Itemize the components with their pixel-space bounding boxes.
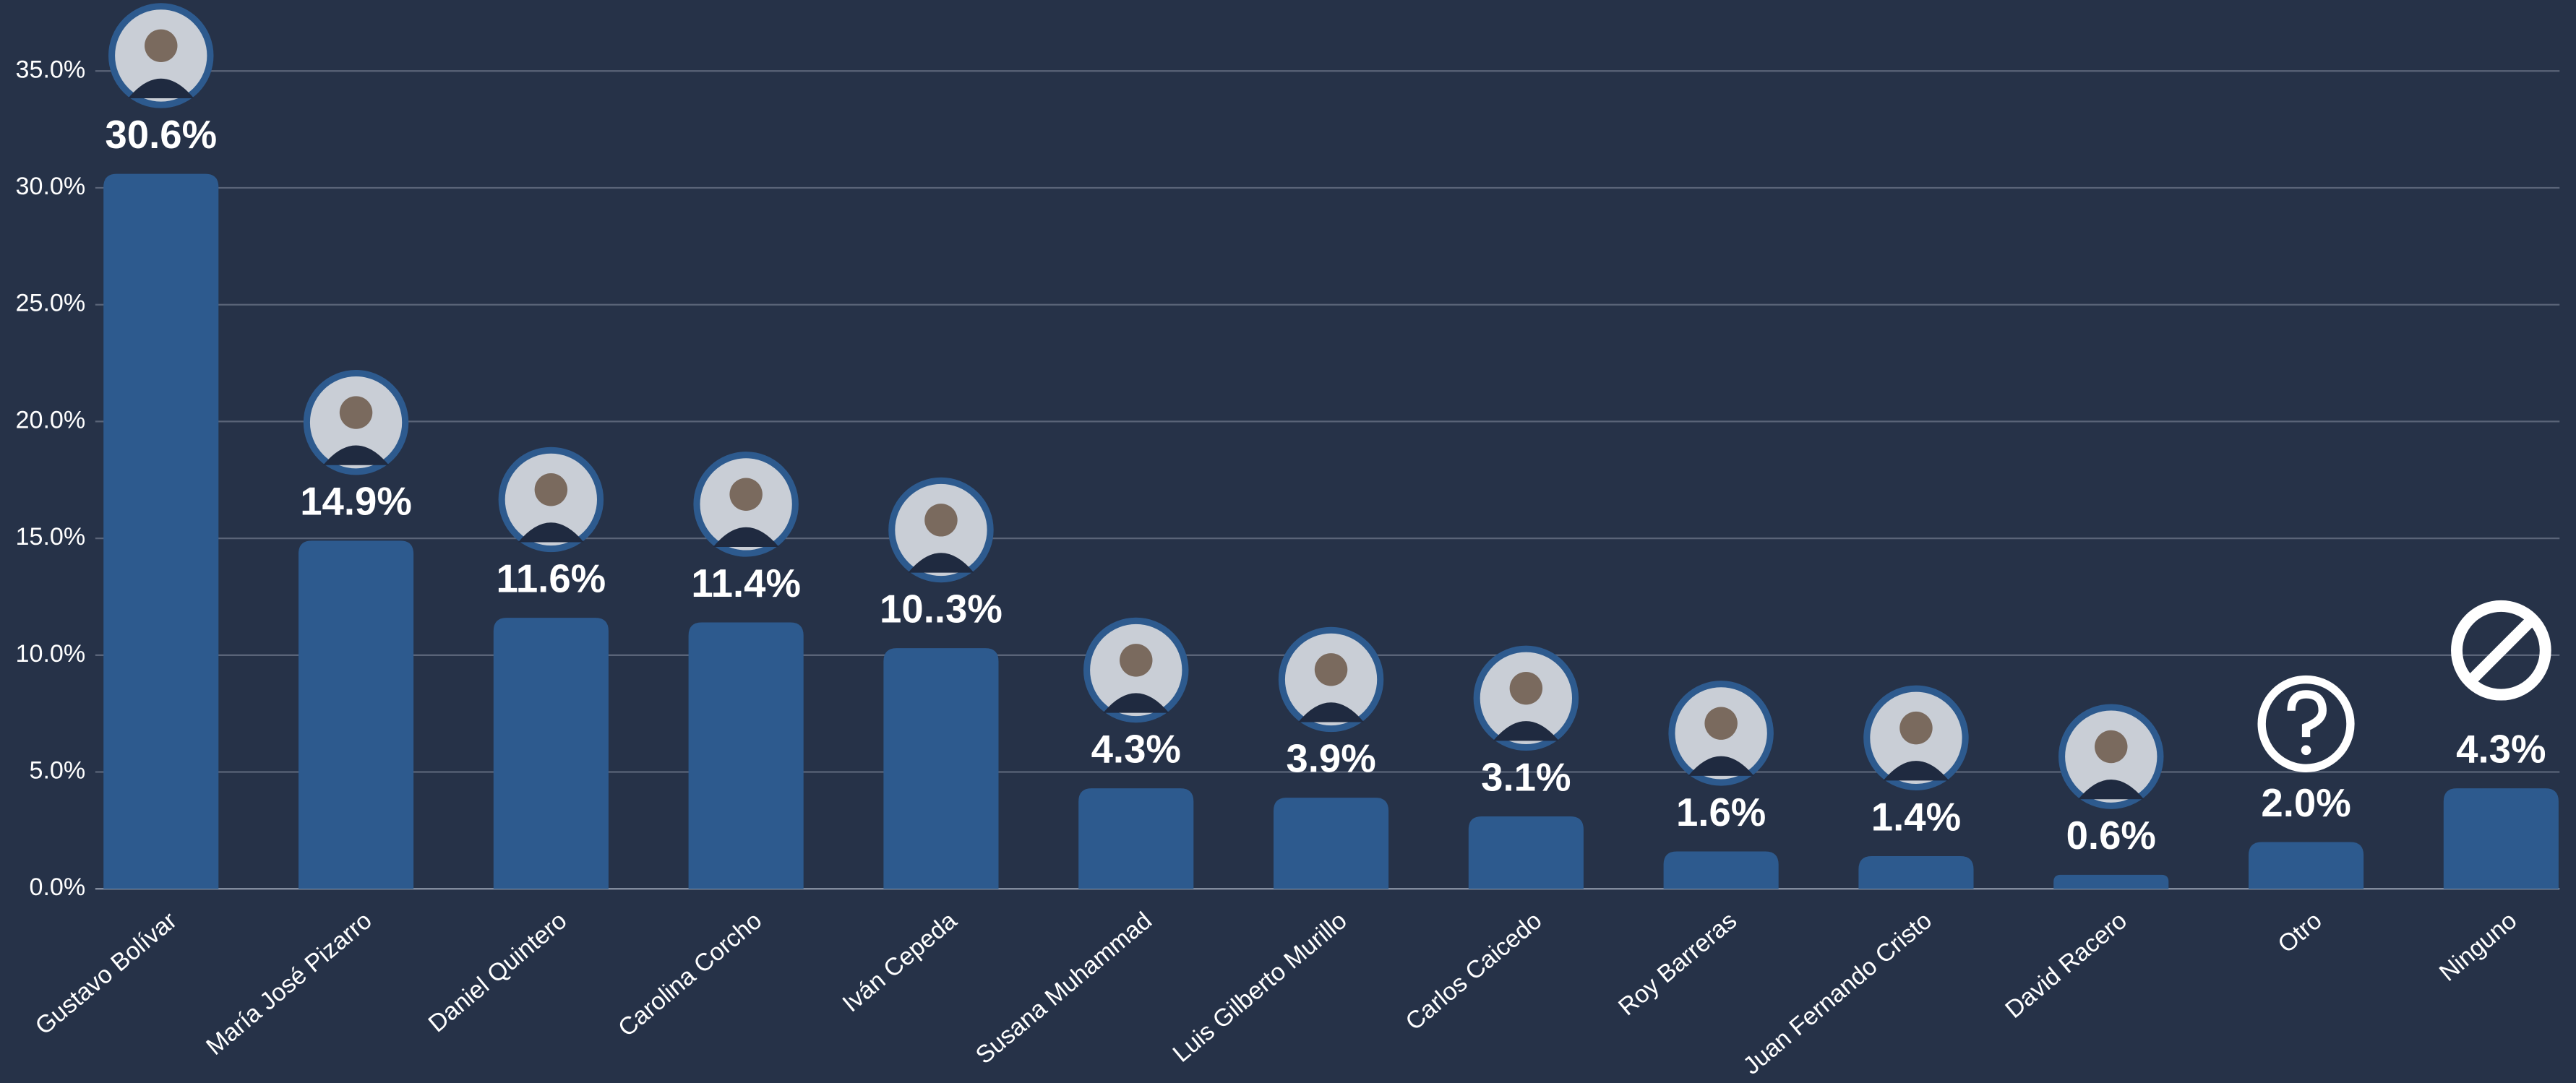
y-tick-label: 20.0%: [16, 406, 86, 433]
bar: [689, 623, 804, 889]
avatar-head: [535, 473, 567, 506]
avatar-head: [1120, 644, 1152, 676]
y-tick-label: 30.0%: [16, 173, 86, 200]
x-tick-label: Iván Cepeda: [838, 907, 963, 1017]
y-tick-label: 5.0%: [30, 757, 86, 785]
other-icon-dot: [2301, 745, 2311, 755]
x-tick-label: Carolina Corcho: [613, 907, 767, 1042]
value-label: 2.0%: [2261, 781, 2350, 825]
y-tick-label: 0.0%: [30, 873, 86, 901]
value-label: 3.1%: [1481, 755, 1571, 799]
y-tick-label: 15.0%: [16, 523, 86, 551]
bar: [1858, 856, 1973, 889]
y-tick-label: 35.0%: [16, 56, 86, 83]
value-label: 4.3%: [2456, 728, 2546, 772]
x-tick-label: Susana Muhammad: [971, 907, 1157, 1069]
value-label: 1.4%: [1871, 795, 1961, 839]
bar: [2053, 875, 2168, 889]
x-tick-label: Ninguno: [2434, 907, 2523, 987]
avatar-head: [1510, 672, 1542, 704]
value-label: 1.6%: [1676, 790, 1766, 834]
x-tick-label: Roy Barreras: [1613, 907, 1742, 1021]
bar: [2249, 842, 2364, 889]
bar: [1664, 851, 1779, 889]
avatar-head: [340, 396, 372, 428]
avatar-head: [1704, 707, 1737, 739]
none-icon-slash: [2471, 621, 2530, 680]
value-label: 4.3%: [1091, 728, 1181, 772]
bar: [103, 174, 218, 889]
other-icon-mark: [2291, 694, 2322, 737]
value-label: 0.6%: [2066, 814, 2156, 858]
avatar-head: [729, 478, 762, 511]
x-tick-label: María José Pizarro: [201, 907, 377, 1061]
avatar-head: [2095, 730, 2127, 763]
x-tick-label: Juan Fernando Cristo: [1738, 907, 1937, 1080]
bar: [494, 618, 609, 889]
avatar-head: [1315, 653, 1347, 686]
bar: [1469, 816, 1584, 889]
bar: [2444, 788, 2559, 889]
value-label: 30.6%: [105, 113, 217, 157]
bar: [883, 648, 998, 889]
avatar-head: [1899, 712, 1932, 744]
x-tick-label: Luis Gilberto Murillo: [1168, 907, 1352, 1068]
y-tick-label: 25.0%: [16, 290, 86, 317]
avatar-head: [145, 30, 177, 62]
value-label: 14.9%: [300, 480, 412, 524]
bar: [1274, 798, 1388, 889]
value-label: 11.4%: [691, 561, 801, 605]
value-label: 10..3%: [880, 587, 1003, 631]
y-tick-label: 10.0%: [16, 640, 86, 668]
bar: [1078, 788, 1193, 889]
bar: [299, 540, 413, 889]
x-tick-label: Daniel Quintero: [424, 907, 572, 1037]
x-tick-label: David Racero: [2000, 907, 2132, 1024]
value-label: 3.9%: [1286, 737, 1375, 781]
avatar-head: [924, 504, 957, 536]
value-label: 11.6%: [497, 556, 606, 600]
x-tick-label: Carlos Caicedo: [1401, 907, 1547, 1036]
x-tick-label: Otro: [2272, 907, 2327, 959]
x-tick-label: Gustavo Bolívar: [30, 907, 182, 1040]
chart: 0.0% 5.0% 10.0% 15.0% 20.0% 25.0% 30.0% 35.0% 30…: [0, 0, 2576, 1083]
